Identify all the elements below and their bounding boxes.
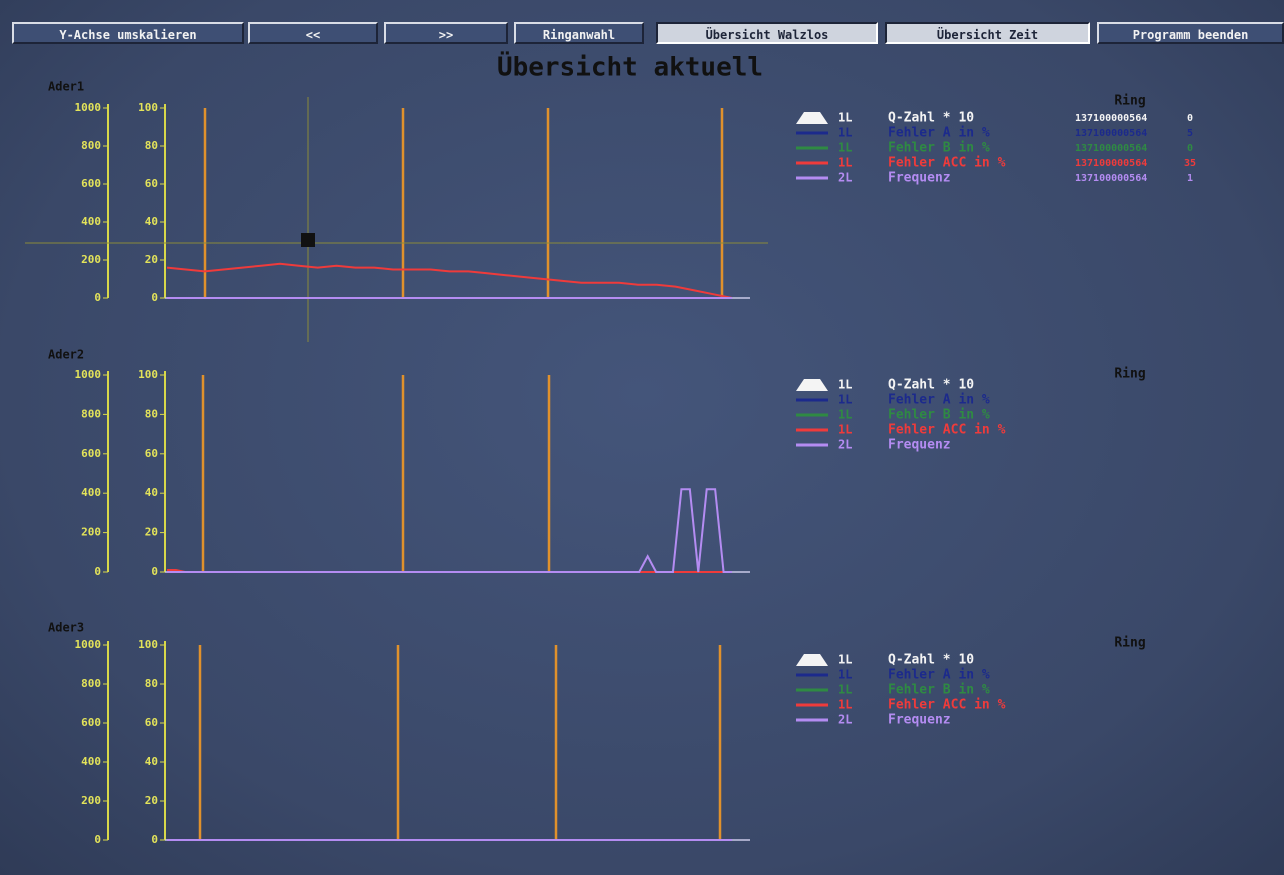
panel-label: Ader2 bbox=[48, 348, 84, 362]
legend-label: Fehler A in % bbox=[888, 668, 990, 683]
y2-tick-label: 60 bbox=[145, 716, 158, 729]
screen: Y-Achse umskalieren<<>>RinganwahlÜbersic… bbox=[0, 0, 1284, 875]
legend-tag: 1L bbox=[838, 393, 852, 407]
y-tick-label: 600 bbox=[81, 447, 101, 460]
y2-tick-label: 0 bbox=[151, 291, 158, 304]
data-line bbox=[167, 489, 732, 572]
y2-tick-label: 40 bbox=[145, 486, 158, 499]
legend-label: Fehler ACC in % bbox=[888, 698, 1006, 713]
legend-label: Fehler ACC in % bbox=[888, 156, 1006, 171]
ring-value: 0 bbox=[1187, 143, 1193, 154]
legend-icon bbox=[796, 654, 828, 666]
y2-tick-label: 0 bbox=[151, 565, 158, 578]
legend-tag: 1L bbox=[838, 698, 852, 712]
legend-icon bbox=[796, 112, 828, 124]
y-tick-label: 400 bbox=[81, 215, 101, 228]
legend-tag: 1L bbox=[838, 378, 852, 392]
legend-tag: 2L bbox=[838, 713, 852, 727]
y-tick-label: 400 bbox=[81, 755, 101, 768]
y2-tick-label: 100 bbox=[138, 368, 158, 381]
y-tick-label: 0 bbox=[94, 291, 101, 304]
y2-tick-label: 80 bbox=[145, 139, 158, 152]
legend-tag: 1L bbox=[838, 423, 852, 437]
y-tick-label: 200 bbox=[81, 253, 101, 266]
y-tick-label: 200 bbox=[81, 794, 101, 807]
y-tick-label: 200 bbox=[81, 526, 101, 539]
y2-tick-label: 20 bbox=[145, 526, 158, 539]
page-title: Übersicht aktuell bbox=[497, 50, 763, 83]
legend-tag: 1L bbox=[838, 126, 852, 140]
y-tick-label: 0 bbox=[94, 833, 101, 846]
ring-id: 137100000564 bbox=[1075, 113, 1147, 124]
legend-tag: 1L bbox=[838, 668, 852, 682]
legend-label: Frequenz bbox=[888, 713, 951, 728]
ring-id: 137100000564 bbox=[1075, 128, 1147, 139]
legend-tag: 2L bbox=[838, 438, 852, 452]
ring-header: Ring bbox=[1114, 367, 1145, 382]
y2-tick-label: 0 bbox=[151, 833, 158, 846]
legend-label: Fehler A in % bbox=[888, 393, 990, 408]
legend-label: Q-Zahl * 10 bbox=[888, 111, 974, 126]
y2-tick-label: 20 bbox=[145, 794, 158, 807]
y2-tick-label: 100 bbox=[138, 101, 158, 114]
charts: Übersicht aktuell Ader102004006008001000… bbox=[0, 0, 1284, 875]
legend-tag: 1L bbox=[838, 408, 852, 422]
y-tick-label: 400 bbox=[81, 486, 101, 499]
legend-label: Fehler ACC in % bbox=[888, 423, 1006, 438]
y-tick-label: 1000 bbox=[75, 368, 102, 381]
panel-label: Ader1 bbox=[48, 80, 84, 94]
ring-id: 137100000564 bbox=[1075, 173, 1147, 184]
panel-label: Ader3 bbox=[48, 621, 84, 635]
y-tick-label: 1000 bbox=[75, 638, 102, 651]
y2-tick-label: 100 bbox=[138, 638, 158, 651]
ring-id: 137100000564 bbox=[1075, 143, 1147, 154]
y2-tick-label: 20 bbox=[145, 253, 158, 266]
legend-label: Fehler B in % bbox=[888, 141, 990, 156]
legend-label: Frequenz bbox=[888, 438, 951, 453]
y2-tick-label: 40 bbox=[145, 755, 158, 768]
legend-tag: 1L bbox=[838, 141, 852, 155]
ring-header: Ring bbox=[1114, 636, 1145, 651]
y-tick-label: 600 bbox=[81, 716, 101, 729]
legend-tag: 1L bbox=[838, 653, 852, 667]
y2-tick-label: 80 bbox=[145, 677, 158, 690]
y-tick-label: 800 bbox=[81, 677, 101, 690]
ring-id: 137100000564 bbox=[1075, 158, 1147, 169]
ring-header: Ring bbox=[1114, 94, 1145, 109]
y-tick-label: 800 bbox=[81, 139, 101, 152]
legend-label: Frequenz bbox=[888, 171, 951, 186]
y2-tick-label: 40 bbox=[145, 215, 158, 228]
ring-value: 1 bbox=[1187, 173, 1193, 184]
legend-label: Q-Zahl * 10 bbox=[888, 378, 974, 393]
y-tick-label: 0 bbox=[94, 565, 101, 578]
y-tick-label: 600 bbox=[81, 177, 101, 190]
ring-value: 0 bbox=[1187, 113, 1193, 124]
legend-tag: 1L bbox=[838, 111, 852, 125]
ring-value: 5 bbox=[1187, 128, 1193, 139]
legend-label: Fehler B in % bbox=[888, 683, 990, 698]
y2-tick-label: 60 bbox=[145, 447, 158, 460]
ring-value: 35 bbox=[1184, 158, 1196, 169]
y2-tick-label: 80 bbox=[145, 407, 158, 420]
y-tick-label: 800 bbox=[81, 407, 101, 420]
legend-label: Fehler B in % bbox=[888, 408, 990, 423]
y-tick-label: 1000 bbox=[75, 101, 102, 114]
y2-tick-label: 60 bbox=[145, 177, 158, 190]
legend-tag: 1L bbox=[838, 156, 852, 170]
legend-icon bbox=[796, 379, 828, 391]
legend-label: Q-Zahl * 10 bbox=[888, 653, 974, 668]
legend-label: Fehler A in % bbox=[888, 126, 990, 141]
cursor bbox=[301, 233, 315, 247]
data-line bbox=[167, 264, 732, 298]
legend-tag: 2L bbox=[838, 171, 852, 185]
legend-tag: 1L bbox=[838, 683, 852, 697]
